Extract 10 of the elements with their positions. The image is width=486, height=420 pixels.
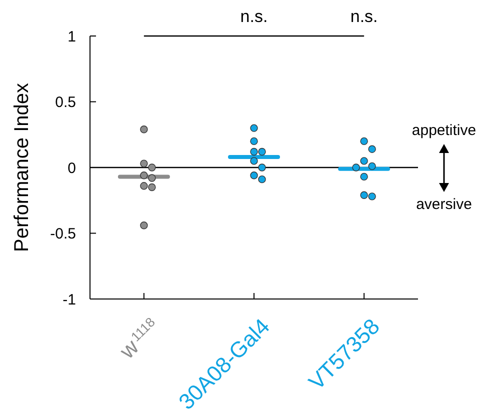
text: n.s. bbox=[350, 7, 378, 26]
y-tick-label: 1 bbox=[68, 28, 76, 46]
annotation: appetitive bbox=[412, 122, 476, 139]
y-tick-label: 0.5 bbox=[55, 94, 76, 111]
annotation: aversive bbox=[416, 196, 472, 213]
y-tick-label: -0.5 bbox=[50, 226, 76, 242]
y-tick-label: 0 bbox=[68, 160, 76, 177]
y-tick-label: -1 bbox=[62, 291, 76, 308]
y-axis-title: Performance Index bbox=[11, 83, 33, 252]
text: n.s. bbox=[240, 7, 268, 26]
